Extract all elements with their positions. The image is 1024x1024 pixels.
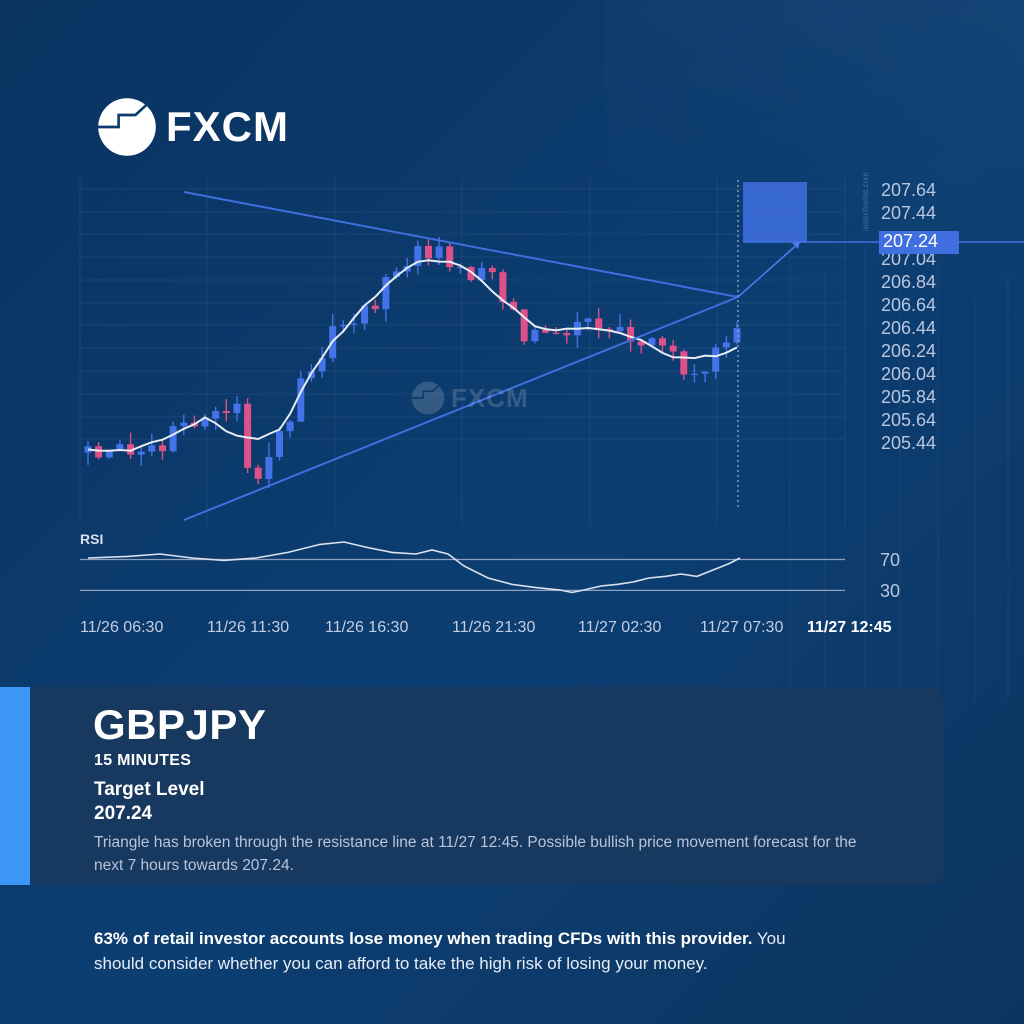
svg-text:11/26 06:30: 11/26 06:30 <box>80 619 163 636</box>
svg-text:11/27 02:30: 11/27 02:30 <box>578 619 661 636</box>
svg-text:autochartist.com: autochartist.com <box>861 172 870 231</box>
svg-text:11/26 16:30: 11/26 16:30 <box>325 619 408 636</box>
svg-text:206.24: 206.24 <box>881 341 936 361</box>
svg-text:11/27 12:45: 11/27 12:45 <box>807 619 892 636</box>
svg-text:11/26 21:30: 11/26 21:30 <box>452 619 535 636</box>
svg-text:206.64: 206.64 <box>881 295 936 315</box>
svg-text:206.04: 206.04 <box>881 364 936 384</box>
svg-text:11/26 11:30: 11/26 11:30 <box>207 619 289 636</box>
svg-text:205.44: 205.44 <box>881 433 936 453</box>
svg-text:207.24: 207.24 <box>883 231 938 251</box>
svg-text:30: 30 <box>880 581 900 601</box>
svg-text:207.64: 207.64 <box>881 180 936 200</box>
svg-text:70: 70 <box>880 550 900 570</box>
svg-text:205.84: 205.84 <box>881 387 936 407</box>
svg-text:206.84: 206.84 <box>881 272 936 292</box>
svg-text:205.64: 205.64 <box>881 410 936 430</box>
svg-text:RSI: RSI <box>80 531 103 547</box>
svg-text:11/27 07:30: 11/27 07:30 <box>700 619 783 636</box>
svg-text:206.44: 206.44 <box>881 318 936 338</box>
svg-text:207.44: 207.44 <box>881 203 936 223</box>
